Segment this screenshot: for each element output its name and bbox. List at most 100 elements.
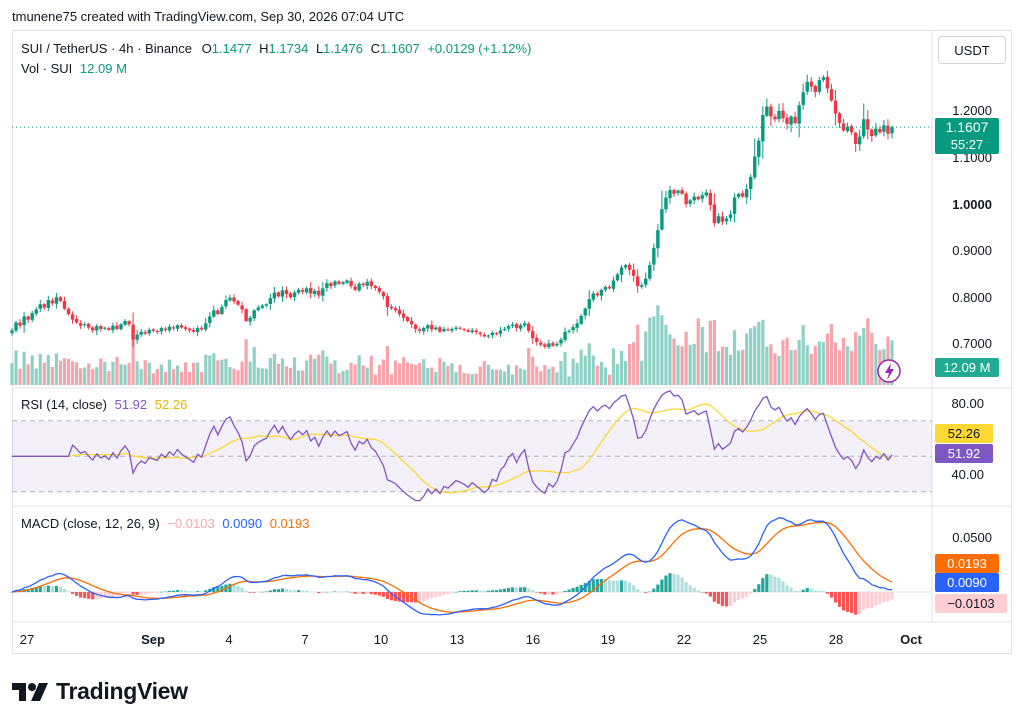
candle-body [785, 117, 789, 124]
candle-body [54, 297, 59, 304]
macd-histogram-bar [58, 586, 63, 592]
candle-body [789, 116, 793, 125]
candle-body [78, 323, 83, 326]
candle-body [672, 190, 676, 194]
open-label: O [201, 41, 212, 56]
macd-histogram-bar [414, 592, 418, 603]
candle-body [123, 321, 127, 325]
candle-body [220, 307, 224, 315]
candle-body [858, 136, 862, 145]
macd-histogram-bar [801, 589, 805, 592]
macd-histogram-bar [506, 587, 511, 592]
candle-body [163, 328, 168, 330]
volume-bar [119, 364, 123, 385]
candle-body [494, 333, 499, 335]
macd-histogram-bar [732, 592, 737, 603]
volume-bar [777, 355, 781, 385]
volume-bar [696, 318, 700, 385]
macd-histogram-bar [204, 590, 208, 592]
volume-bar [543, 365, 547, 385]
candle-body [232, 297, 236, 302]
candle-body [882, 125, 886, 132]
macd-histogram-bar [46, 585, 50, 592]
candle-body [817, 80, 822, 92]
macd-histogram-bar [656, 584, 660, 592]
candle-body [482, 334, 486, 337]
volume-bar [30, 355, 34, 385]
candle-body [700, 195, 704, 199]
volume-value: 12.09 M [79, 61, 127, 76]
candle-body [42, 304, 46, 308]
macd-histogram-bar [458, 591, 462, 592]
candle-body [518, 325, 523, 329]
volume-bar [301, 370, 305, 385]
rsi-value: 51.92 [114, 397, 148, 412]
x-axis-label: 16 [525, 632, 541, 647]
volume-bar [506, 364, 511, 385]
change-value: +0.0129 (+1.12%) [427, 41, 532, 56]
volume-bar [418, 362, 422, 385]
candle-body [571, 327, 575, 331]
candle-body [256, 307, 260, 311]
macd-histogram-bar [854, 592, 858, 615]
macd-histogram-bar [450, 592, 454, 594]
volume-bar [167, 359, 172, 385]
macd-histogram-bar [288, 590, 293, 592]
candle-body [22, 316, 26, 326]
macd-histogram-bar [276, 589, 281, 592]
candle-body [684, 193, 688, 205]
volume-bar [615, 363, 620, 385]
macd-histogram-bar [34, 587, 38, 592]
macd-histogram-bar [244, 590, 248, 592]
macd-histogram-bar [821, 590, 825, 592]
volume-bar [280, 358, 285, 385]
candle-body [575, 323, 579, 328]
candle-body [418, 329, 422, 331]
candle-body [793, 116, 797, 123]
volume-bar [680, 346, 684, 385]
volume-bar [874, 344, 878, 385]
volume-bar [212, 353, 216, 385]
currency-unit-button[interactable]: USDT [938, 36, 1006, 64]
rsi-label[interactable]: RSI (14, close) [21, 397, 107, 412]
candle-body [216, 310, 220, 315]
volume-bar [785, 337, 789, 385]
volume-bar [341, 371, 345, 385]
volume-bar [708, 320, 712, 385]
candle-body [474, 330, 478, 333]
macd-histogram-bar [377, 592, 381, 596]
candle-body [615, 274, 620, 281]
volume-bar [837, 350, 842, 385]
candle-body [712, 204, 717, 224]
candle-body [151, 329, 155, 331]
volume-bar [535, 366, 539, 385]
candle-body [66, 308, 71, 315]
macd-histogram-bar [389, 592, 394, 601]
candle-body [611, 280, 616, 289]
symbol-label[interactable]: SUI / TetherUS · 4h · Binance [21, 41, 193, 56]
candle-body [563, 331, 567, 341]
macd-label[interactable]: MACD (close, 12, 26, 9) [21, 516, 160, 531]
volume-bar [159, 364, 163, 385]
macd-histogram-bar [333, 591, 337, 592]
candle-body [535, 337, 539, 342]
candle-body [208, 316, 212, 323]
candle-body [708, 192, 713, 205]
candle-body [300, 290, 305, 292]
macd-histogram-bar [644, 592, 648, 593]
volume-bar [103, 361, 107, 385]
volume-bar [272, 353, 276, 385]
volume-bar [83, 367, 87, 385]
tradingview-logo[interactable]: TradingView [12, 678, 188, 705]
candle-body [30, 313, 34, 320]
volume-bar [854, 332, 858, 385]
open-value: 1.1477 [211, 41, 252, 56]
volume-bar [753, 326, 757, 385]
volume-label[interactable]: Vol · SUI [21, 61, 73, 76]
macd-histogram-bar [745, 592, 749, 597]
macd-histogram-bar [737, 592, 741, 600]
volume-bar [793, 350, 797, 385]
volume-bar [155, 368, 159, 385]
volume-bar [313, 358, 317, 385]
